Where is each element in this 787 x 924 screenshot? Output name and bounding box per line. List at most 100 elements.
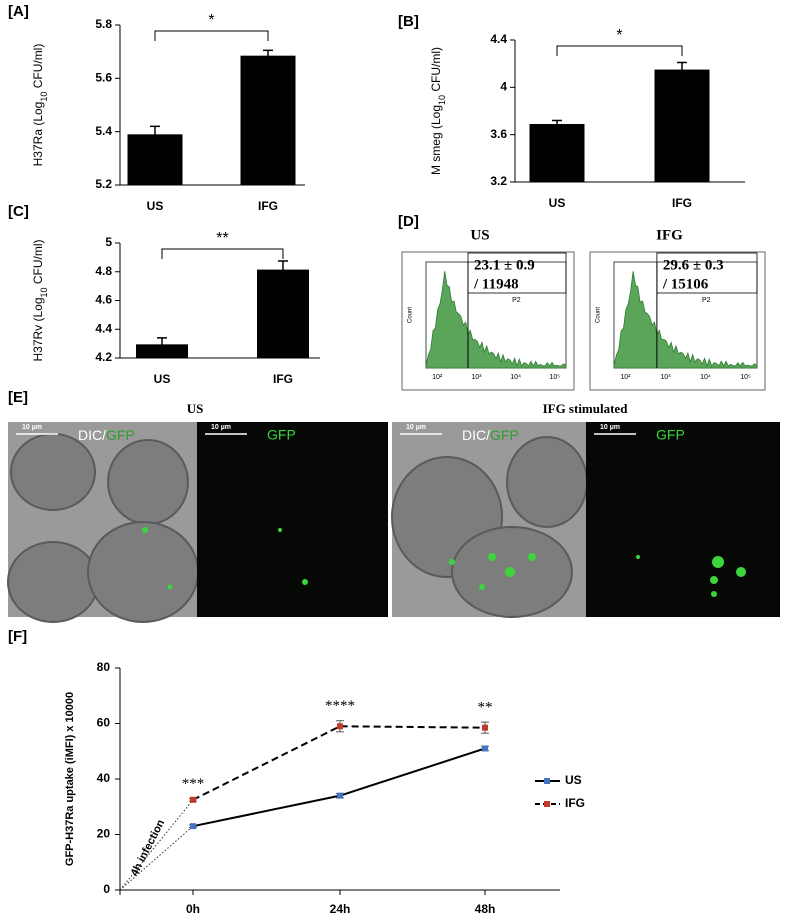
y-tick-label: 5.4 — [95, 124, 112, 138]
gate-label: P2 — [512, 297, 521, 304]
y-axis-label-part: M smeg (Log — [429, 105, 443, 175]
x-tick-label: 10² — [432, 374, 443, 381]
gfp-signal — [505, 567, 515, 577]
cell — [7, 541, 99, 623]
x-tick-label: US — [154, 372, 171, 386]
histogram-title: US — [470, 227, 489, 243]
marker — [190, 823, 196, 830]
gate-stat: 29.6 ± 0.3 — [663, 257, 724, 273]
x-tick-label: 10⁴ — [700, 374, 711, 381]
bar — [257, 269, 309, 358]
channel-label-part: DIC/ — [462, 427, 490, 443]
y-tick-label: 4.2 — [95, 350, 112, 364]
bar — [529, 124, 585, 182]
significance-label: ** — [478, 700, 493, 716]
legend-label: US — [565, 773, 582, 787]
significance-bracket — [556, 45, 683, 56]
histogram-area — [613, 271, 758, 369]
y-axis-label: H37Ra (Log10 CFU/ml) — [31, 44, 49, 167]
marker — [337, 723, 343, 730]
legend-label: IFG — [565, 796, 585, 810]
y-axis-label: H37Rv (Log10 CFU/ml) — [31, 239, 49, 361]
channel-label: DIC/GFP — [462, 427, 519, 443]
histogram-title: IFG — [656, 227, 683, 243]
channel-label-part: GFP — [490, 427, 519, 443]
bar — [240, 55, 296, 185]
scale-bar-label: 10 µm — [406, 424, 426, 431]
y-axis-label: GFP-H37Ra uptake (iMFI) x 10000 — [64, 692, 76, 866]
x-tick-label: 10⁴ — [510, 374, 521, 381]
significance-label: *** — [182, 776, 205, 792]
y-axis-label-part: 10 — [437, 95, 447, 105]
x-tick-label: 10⁵ — [549, 374, 560, 381]
gfp-signal — [142, 527, 148, 533]
gate-box — [656, 252, 758, 294]
y-axis-label-part: 10 — [39, 92, 49, 102]
gate-events: / 15106 — [662, 276, 709, 292]
y-axis-label-part: 10 — [39, 287, 49, 297]
x-tick-label: 10⁵ — [740, 374, 751, 381]
gfp-signal — [736, 567, 746, 577]
significance-label: * — [616, 27, 622, 44]
gfp-signal — [167, 584, 173, 590]
infection-line — [119, 825, 194, 891]
y-axis-label-part: H37Rv (Log — [31, 297, 45, 361]
y-axis-label-part: CFU/ml) — [31, 44, 45, 92]
channel-label-part: DIC/ — [78, 427, 106, 443]
image-title: IFG stimulated — [543, 401, 629, 416]
y-tick-label: 5 — [105, 235, 112, 249]
y-tick-label: 5.8 — [95, 17, 112, 31]
micrograph — [197, 422, 388, 617]
image-title: US — [187, 401, 204, 416]
x-tick-label: IFG — [672, 196, 692, 210]
channel-label: GFP — [267, 427, 296, 443]
bar — [654, 69, 710, 182]
x-tick-label: 10³ — [471, 374, 482, 381]
panel-label: [D] — [398, 213, 419, 230]
y-axis-label-part: CFU/ml) — [429, 47, 443, 95]
legend-marker — [544, 801, 550, 807]
x-tick-label: IFG — [258, 199, 278, 213]
cell — [107, 439, 189, 525]
significance-label: * — [208, 12, 214, 29]
y-axis-label: Count — [596, 307, 602, 323]
bar — [127, 134, 183, 185]
channel-label: DIC/GFP — [78, 427, 135, 443]
marker — [190, 796, 196, 803]
gfp-signal — [636, 555, 640, 559]
gate-box — [467, 252, 567, 294]
panel-label: [A] — [8, 3, 29, 20]
marker — [482, 745, 488, 752]
panel-label: [C] — [8, 203, 29, 220]
micrograph — [586, 422, 780, 617]
x-tick-label: IFG — [273, 372, 293, 386]
significance-bracket — [154, 30, 269, 41]
legend-marker — [544, 778, 550, 784]
y-tick-label: 5.2 — [95, 177, 112, 191]
marker — [337, 792, 343, 799]
y-tick-label: 3.2 — [490, 174, 507, 188]
gfp-signal — [302, 579, 308, 585]
y-tick-label: 20 — [97, 827, 111, 841]
y-axis-label-part: H37Ra (Log — [31, 102, 45, 167]
panel-label: [B] — [398, 13, 419, 30]
panel-label: [F] — [8, 628, 27, 645]
y-axis-label: M smeg (Log10 CFU/ml) — [429, 47, 447, 175]
channel-label-part: GFP — [106, 427, 135, 443]
y-tick-label: 5.6 — [95, 71, 112, 85]
gate-label: P2 — [702, 297, 711, 304]
histogram-area — [425, 271, 567, 369]
x-tick-label: US — [549, 196, 566, 210]
significance-label: ** — [216, 230, 228, 247]
significance-bracket — [161, 248, 284, 259]
gfp-signal — [711, 591, 717, 597]
cell — [87, 521, 199, 623]
gfp-signal — [488, 553, 496, 561]
y-tick-label: 4 — [500, 80, 507, 94]
y-axis-label: Count — [408, 307, 414, 323]
scale-bar-label: 10 µm — [600, 424, 620, 431]
y-tick-label: 80 — [97, 660, 111, 674]
y-axis-label-part: CFU/ml) — [31, 239, 45, 287]
y-tick-label: 4.4 — [95, 321, 112, 335]
